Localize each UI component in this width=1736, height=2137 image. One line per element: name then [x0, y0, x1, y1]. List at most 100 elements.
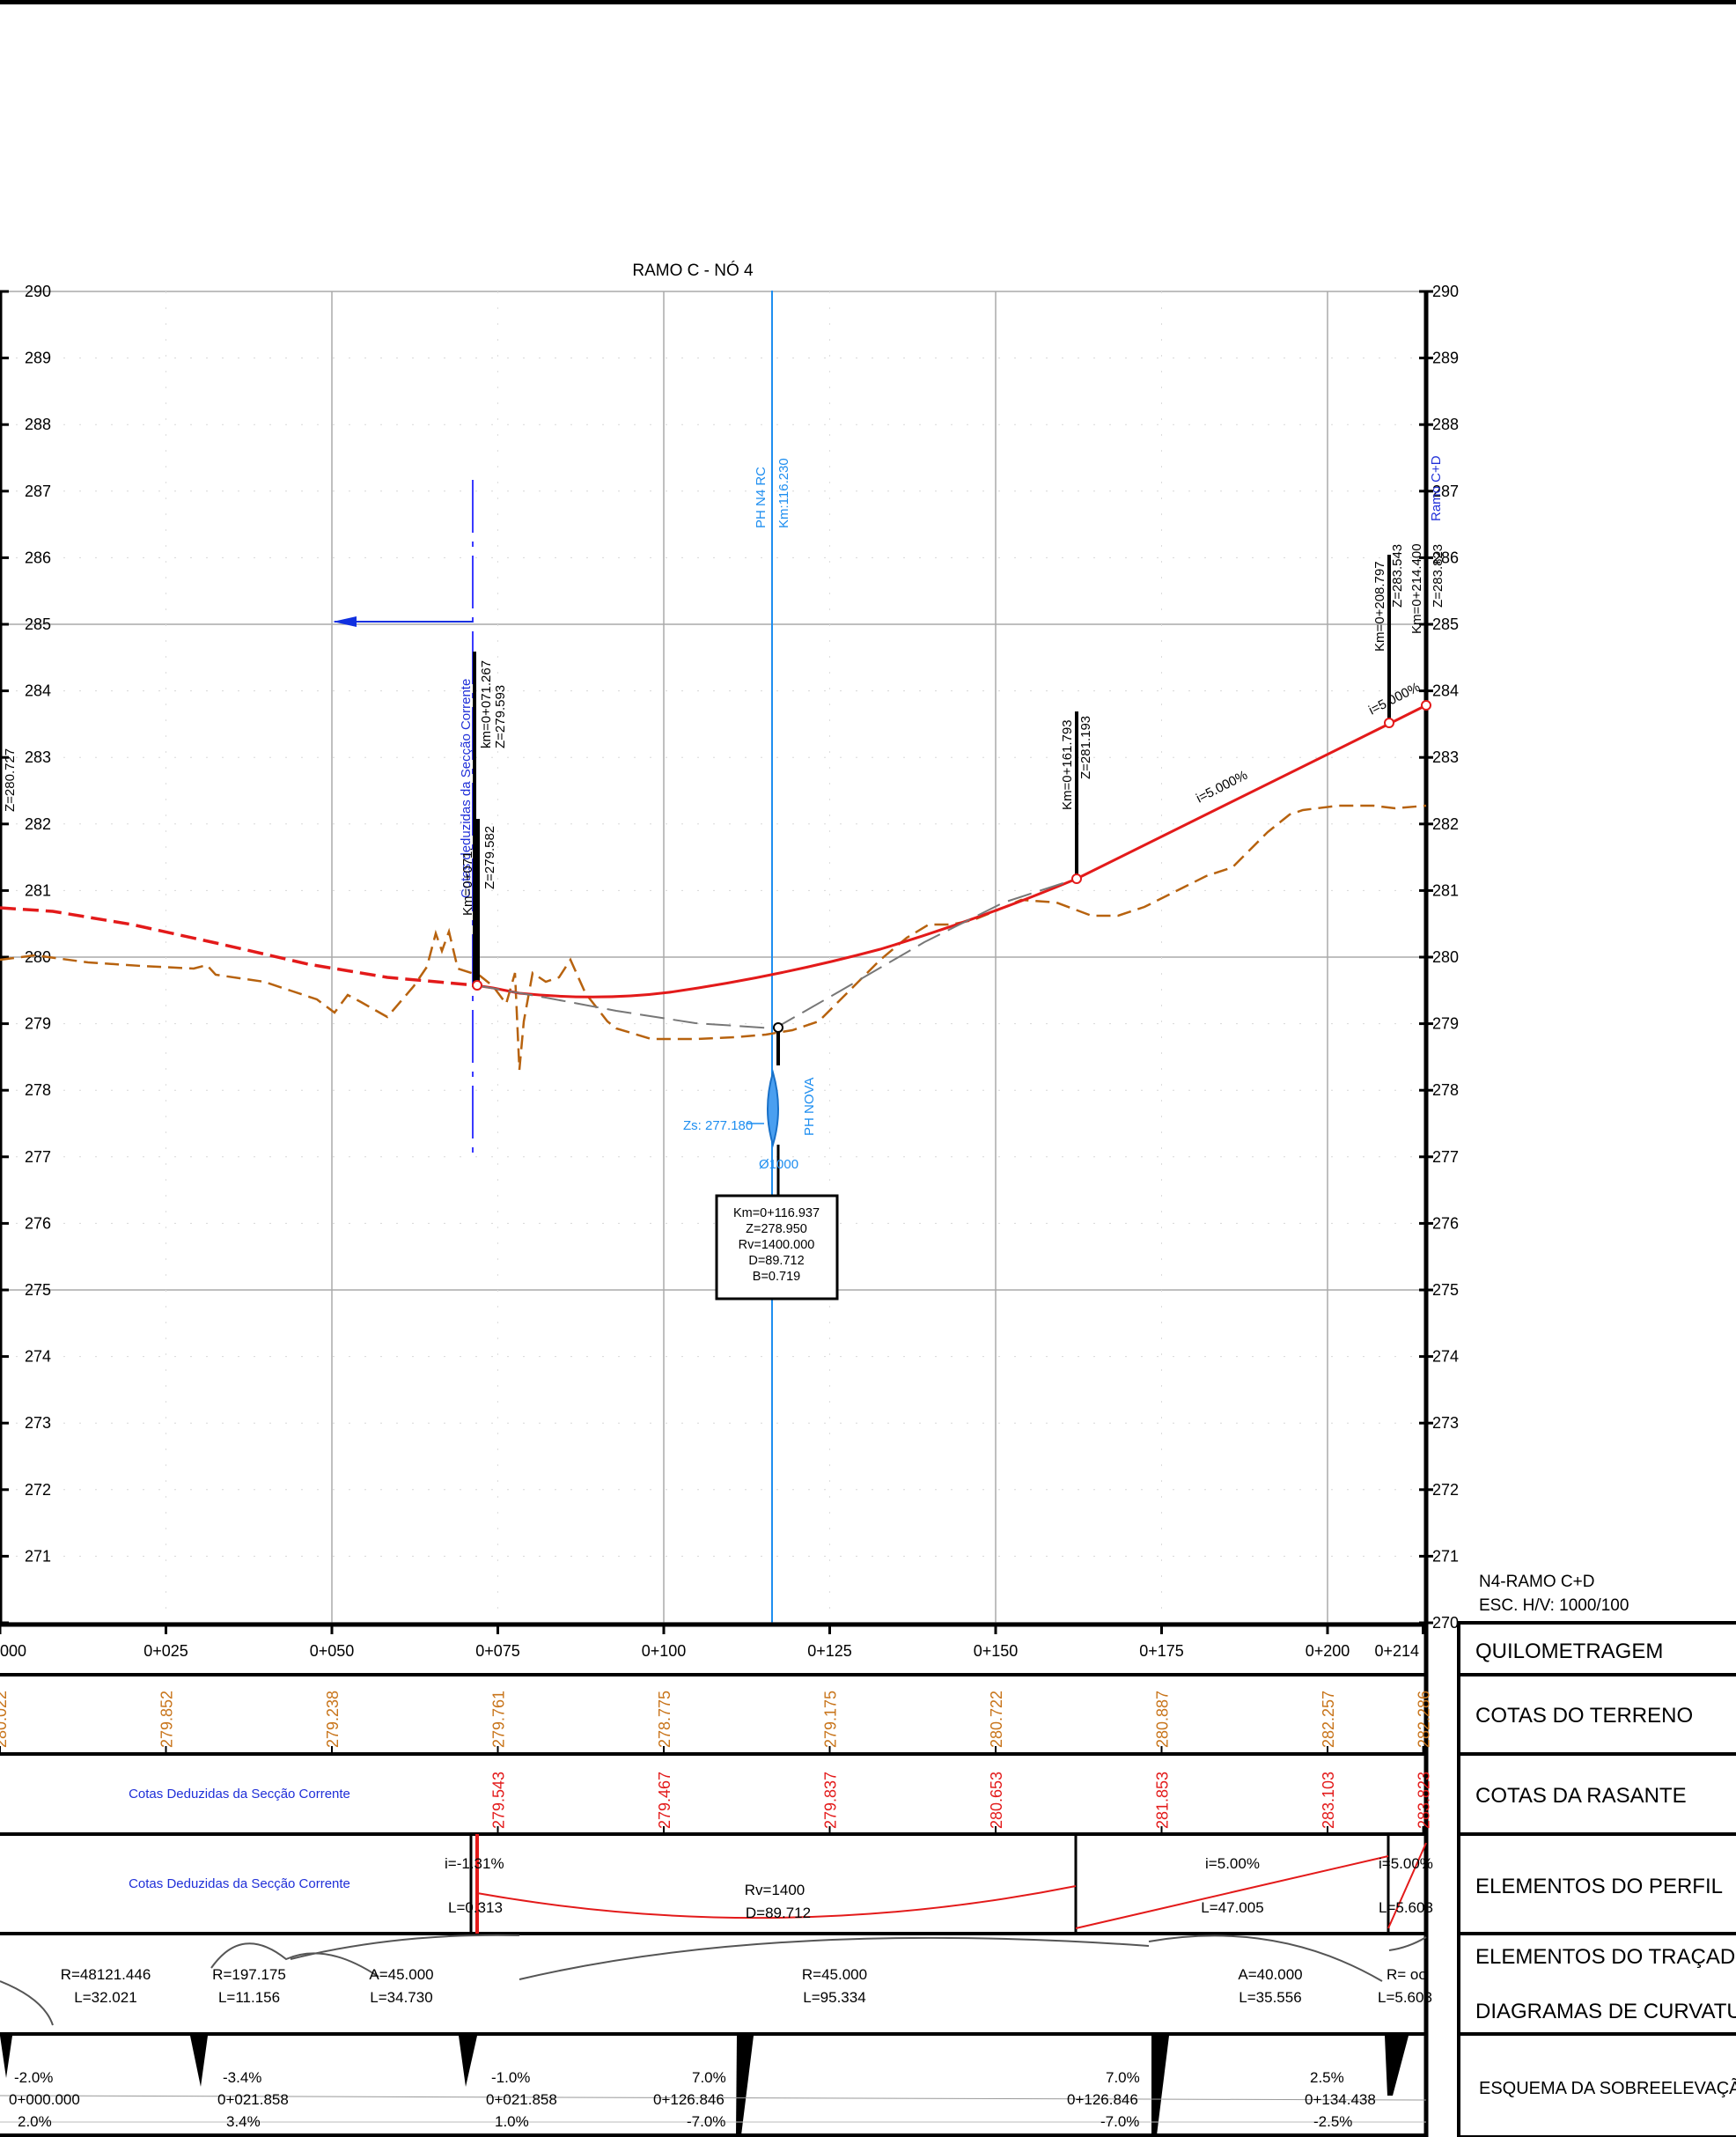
reference-arrow-head [333, 616, 357, 627]
culvert-icon [767, 1069, 779, 1148]
tangent-lines [474, 878, 1078, 1030]
terrain-elevation-label: 280.022 [0, 1691, 10, 1748]
superelevation-left: 7.0% [1106, 2069, 1140, 2086]
y-tick-label-left: 286 [25, 549, 51, 566]
superelevation-chainage: 0+000.000 [9, 2091, 80, 2108]
band-title-chainage: QUILOMETRAGEM [1475, 1640, 1663, 1663]
y-tick-label-left: 271 [25, 1547, 51, 1565]
grade-elevation-label: 283.103 [1320, 1772, 1337, 1829]
band-title-profile-elements: ELEMENTOS DO PERFIL [1475, 1875, 1723, 1898]
grade-elevation-label: 283.823 [1416, 1772, 1433, 1829]
profile-elements-diagram [469, 1834, 1427, 1934]
chainage-band: 000 0+025 0+050 0+075 0+100 0+125 0+150 0+175 0+… [0, 1625, 1425, 1660]
alignment-e3-param: A=45.000 [369, 1966, 433, 1983]
superelevation-right: 1.0% [495, 2113, 529, 2130]
y-tick-label-right: 287 [1432, 483, 1459, 500]
grade-elevation-label: 281.853 [1154, 1772, 1172, 1829]
chainage-label: 0+075 [475, 1642, 520, 1660]
alignment-e5-param: A=40.000 [1238, 1966, 1302, 1983]
superelevation-left: 2.5% [1310, 2069, 1344, 2086]
terrain-elevation-band: 280.022 279.852 279.238 279.761 278.775 279.1… [0, 1691, 1433, 1754]
grade-elevation-label: 280.653 [988, 1772, 1005, 1829]
terrain-elevation-label: 280.722 [988, 1691, 1005, 1748]
alignment-e5-length: L=35.556 [1239, 1989, 1301, 2006]
alignment-e2-radius: R=197.175 [212, 1966, 286, 1983]
scale-block-name: N4-RAMO C+D [1479, 1573, 1594, 1591]
band-title-terrain: COTAS DO TERRENO [1475, 1704, 1693, 1728]
drawing-title: RAMO C - NÓ 4 [632, 261, 754, 280]
y-tick-label-right: 278 [1432, 1081, 1459, 1099]
alignment-e1-radius: R=48121.446 [61, 1966, 151, 1983]
y-tick-label-left: 290 [25, 283, 51, 300]
y-tick-label-left: 278 [25, 1081, 51, 1099]
alignment-e6-length: L=5.603 [1378, 1989, 1432, 2006]
alignment-elements-text: R=48121.446 L=32.021 R=197.175 L=11.156 … [61, 1966, 1432, 2006]
profile-seg4-grade: i=5.00% [1379, 1855, 1433, 1872]
marker-b-km: Km=0+071. [460, 847, 475, 916]
y-tick-label-right: 272 [1432, 1481, 1459, 1499]
chainage-label: 000 [0, 1642, 26, 1660]
superelevation-left: -1.0% [491, 2069, 530, 2086]
alignment-e3-length: L=34.730 [370, 1989, 432, 2006]
y-tick-label-left: 279 [25, 1015, 51, 1033]
chainage-label: 0+214 [1374, 1642, 1419, 1660]
terrain-elevation-label: 279.175 [822, 1691, 840, 1748]
y-tick-label-left: 272 [25, 1481, 51, 1499]
y-tick-label-right: 274 [1432, 1348, 1459, 1366]
superelevation-diagram [0, 2036, 1427, 2135]
marker-d-point [1384, 718, 1394, 728]
superelevation-right: -2.5% [1313, 2113, 1352, 2130]
band-title-superelevation: ESQUEMA DA SOBREELEVAÇÃO [1479, 2077, 1736, 2098]
vertex-rv: Rv=1400.000 [739, 1238, 815, 1252]
vertex-info-box [715, 1194, 839, 1301]
grade-band-note: Cotas Deduzidas da Secção Corrente [129, 1787, 350, 1802]
alignment-e1-length: L=32.021 [74, 1989, 136, 2006]
y-tick-label-right: 288 [1432, 416, 1459, 433]
y-tick-label-right: 270 [1432, 1614, 1459, 1632]
alignment-e4-length: L=95.334 [803, 1989, 865, 2006]
superelevation-text: -2.0% 0+000.000 2.0% -3.4% 0+021.858 3.4% -1.0… [9, 2069, 1376, 2130]
terrain-elevation-label: 279.761 [490, 1691, 508, 1748]
chainage-label: 0+175 [1139, 1642, 1184, 1660]
terrain-elevation-label: 278.775 [656, 1691, 673, 1748]
alignment-diagram [0, 1934, 1427, 2026]
vertex-point [773, 1022, 783, 1033]
profile-seg2-radius: Rv=1400 [745, 1882, 805, 1898]
y-tick-label-left: 281 [25, 881, 51, 899]
superelevation-chainage: 0+021.858 [217, 2091, 289, 2108]
y-tick-label-right: 281 [1432, 881, 1459, 899]
profile-seg3-grade: i=5.00% [1205, 1855, 1260, 1872]
marker-e-km: Km=0+214.400 [1409, 543, 1424, 634]
band-title-grade: COTAS DA RASANTE [1475, 1784, 1687, 1808]
grade-elevation-label: 279.837 [822, 1772, 840, 1829]
y-tick-label-left: 282 [25, 815, 51, 833]
y-tick-label-right: 279 [1432, 1015, 1459, 1033]
terrain-elevation-label: 282.286 [1416, 1691, 1433, 1748]
marker-e-point [1421, 700, 1431, 711]
y-tick-label-left: 274 [25, 1348, 51, 1366]
marker-c-km: Km=0+161.793 [1060, 719, 1075, 810]
profile-seg2-length: D=89.712 [746, 1905, 811, 1921]
terrain-elevation-label: 279.852 [158, 1691, 176, 1748]
chainage-label: 0+200 [1306, 1642, 1350, 1660]
grade-elevation-band: 279.543 279.467 279.837 280.653 281.853 283.1… [490, 1772, 1433, 1834]
y-tick-label-right: 276 [1432, 1214, 1459, 1232]
y-tick-label-left: 280 [25, 948, 51, 966]
ph-new-label: PH NOVA [802, 1078, 817, 1136]
elevation-axis: 290 290 289 289 288 288 287 287 286 286 285 285 284 2… [0, 283, 1459, 1632]
vertex-b: B=0.719 [753, 1270, 800, 1284]
profile-elements-text: i=-1.31% L=0.313 Rv=1400 D=89.712 i=5.00… [445, 1855, 1433, 1921]
y-tick-label-left: 277 [25, 1148, 51, 1166]
y-tick-label-right: 283 [1432, 748, 1459, 766]
profile-seg3-length: L=47.005 [1201, 1899, 1263, 1916]
chainage-label: 0+100 [642, 1642, 687, 1660]
superelevation-chainage: 0+126.846 [653, 2091, 725, 2108]
bands [0, 1621, 1736, 2137]
sheet-top-border [0, 0, 1736, 4]
terrain-line [0, 804, 1427, 1071]
chainage-label: 0+125 [807, 1642, 852, 1660]
profile-seg1-length: L=0.313 [448, 1899, 503, 1916]
profile-band-note: Cotas Deduzidas da Secção Corrente [129, 1876, 350, 1891]
diameter-label: Ø1000 [759, 1157, 798, 1172]
